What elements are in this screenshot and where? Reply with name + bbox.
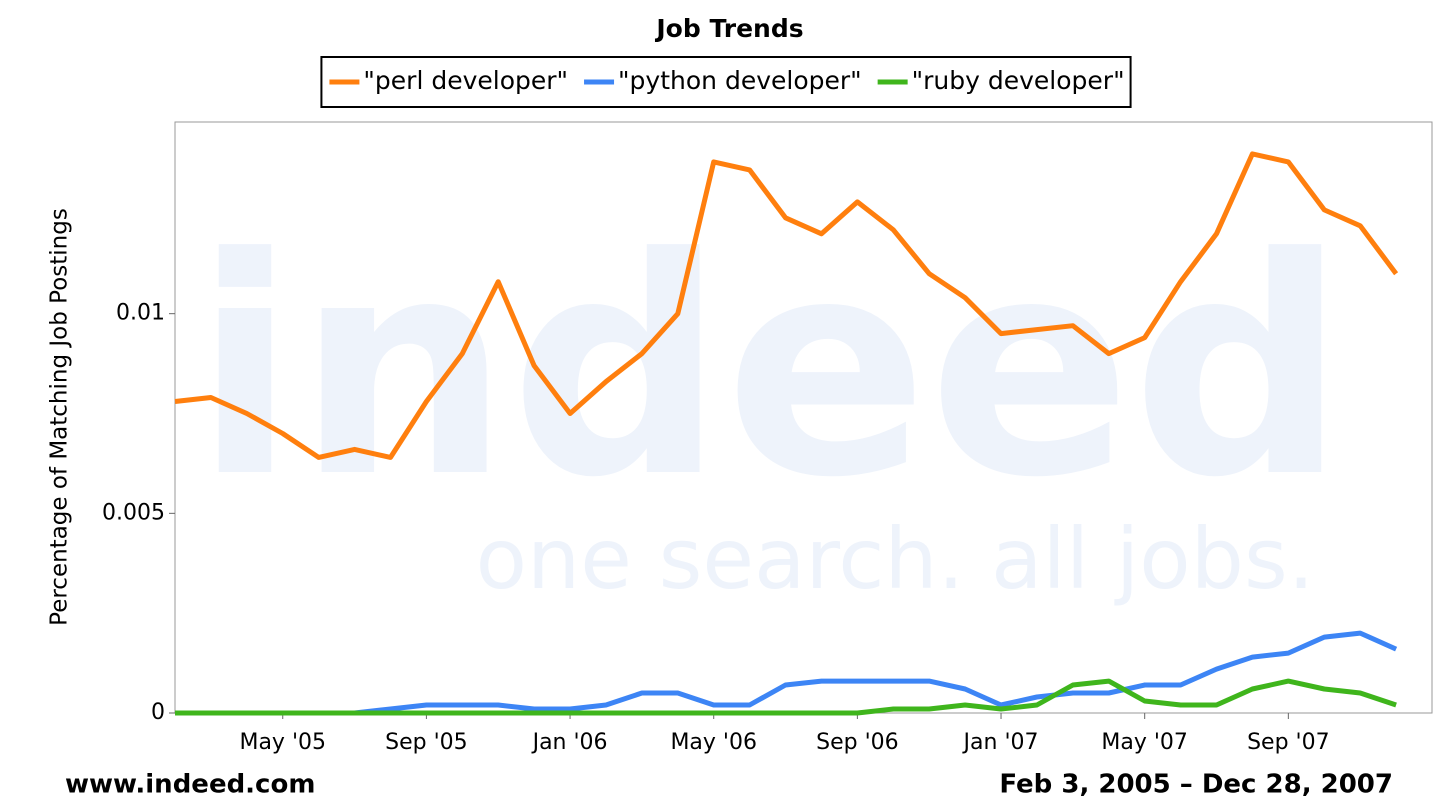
- y-tick-label: 0.005: [102, 500, 165, 525]
- legend: "perl developer" "python developer" "ruby …: [320, 56, 1132, 108]
- x-tick-label: Jan '07: [962, 730, 1039, 755]
- legend-box: [320, 56, 1132, 108]
- x-tick-label: May '05: [239, 730, 326, 755]
- legend-label: "python developer": [618, 66, 862, 95]
- series-line: [174, 151, 1399, 460]
- x-tick-label: Jan '06: [531, 730, 608, 755]
- chart-title: Job Trends: [654, 14, 803, 43]
- x-tick-label: Sep '07: [1247, 730, 1330, 755]
- legend-label: "perl developer": [363, 66, 568, 95]
- legend-label: "ruby developer": [912, 66, 1125, 95]
- x-tick-label: Sep '06: [816, 730, 899, 755]
- y-tick-label: 0.01: [116, 301, 165, 326]
- series-line: [175, 630, 1398, 716]
- x-tick-label: May '07: [1101, 730, 1188, 755]
- y-axis-label: Percentage of Matching Job Postings: [47, 208, 73, 626]
- watermark-logo: indeed: [194, 194, 1347, 543]
- x-tick-label: Sep '05: [385, 730, 468, 755]
- date-range: Feb 3, 2005 – Dec 28, 2007: [999, 770, 1393, 800]
- series-line: [175, 678, 1397, 716]
- y-tick-label: 0: [151, 700, 165, 725]
- source: www.indeed.com: [65, 770, 315, 800]
- watermark-tagline: one search. all jobs.: [476, 510, 1315, 608]
- x-tick-label: May '06: [670, 730, 757, 755]
